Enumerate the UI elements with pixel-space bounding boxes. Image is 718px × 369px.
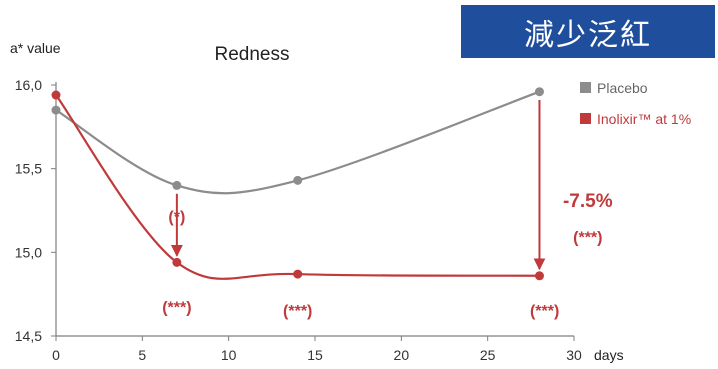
chart-title: Redness: [215, 44, 290, 65]
series-line-inolixir: [55, 94, 540, 280]
data-point-inolixir: [172, 257, 182, 267]
significance-label: (***): [283, 303, 312, 320]
data-point-placebo: [534, 87, 544, 97]
x-tick-label: 20: [394, 347, 410, 363]
series-line-placebo: [55, 90, 540, 195]
y-tick-label: 15,0: [15, 244, 42, 260]
legend-swatch-inolixir: [580, 113, 591, 124]
significance-label: (***): [162, 300, 191, 317]
y-tick-label: 16,0: [15, 77, 42, 93]
significance-label: (***): [530, 303, 559, 320]
significance-label: (***): [573, 229, 602, 246]
legend-label-inolixir: Inolixir™ at 1%: [597, 111, 691, 127]
x-tick-label: 10: [221, 347, 237, 363]
data-point-inolixir: [293, 269, 303, 279]
y-axis-label: a* value: [10, 40, 61, 56]
data-point-inolixir: [534, 271, 544, 281]
x-tick-label: 25: [480, 347, 496, 363]
reduce-redness-badge: 減少泛紅: [461, 5, 715, 58]
data-point-placebo: [51, 105, 61, 115]
x-tick-label: 5: [138, 347, 146, 363]
legend-label-placebo: Placebo: [597, 80, 648, 96]
x-tick-label: 0: [52, 347, 60, 363]
x-axis-label: days: [594, 347, 624, 363]
significance-label: (*): [168, 209, 185, 226]
y-tick-label: 15,5: [15, 161, 42, 177]
x-tick-label: 30: [566, 347, 582, 363]
data-point-placebo: [293, 175, 303, 185]
data-point-placebo: [172, 180, 182, 190]
data-point-inolixir: [51, 90, 61, 100]
y-tick-label: 14,5: [15, 328, 42, 344]
significance-label: -7.5%: [563, 191, 613, 212]
x-tick-label: 15: [307, 347, 323, 363]
legend-swatch-placebo: [580, 82, 591, 93]
